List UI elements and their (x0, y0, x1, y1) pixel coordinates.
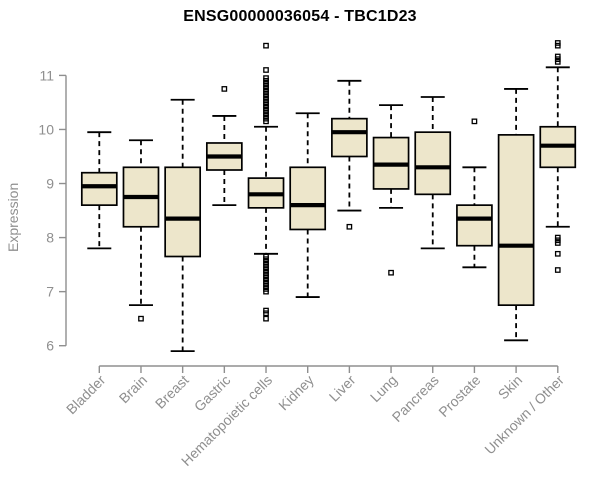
outlier-point (263, 310, 269, 317)
outlier-point (263, 67, 269, 73)
outlier-point (554, 250, 561, 257)
outlier-point (138, 315, 144, 322)
box-group-4 (247, 42, 285, 322)
y-tick-label: 11 (39, 67, 54, 83)
box-group-2 (164, 98, 202, 353)
y-tick-label: 6 (46, 338, 54, 354)
outlier-point (388, 269, 394, 276)
x-tick-label: Lung (367, 372, 400, 405)
outlier-point (263, 42, 269, 49)
chart-title: ENSG00000036054 - TBC1D23 (183, 8, 417, 25)
x-tick-label: Skin (495, 372, 526, 403)
y-tick-label: 10 (38, 121, 54, 137)
box-group-9 (456, 118, 493, 269)
outlier-point (471, 118, 478, 125)
outlier-point (221, 86, 228, 92)
box-group-10 (497, 88, 535, 342)
box-group-3 (205, 86, 243, 207)
outlier-point (346, 223, 353, 230)
outlier-point (554, 267, 561, 273)
outlier-point (554, 240, 561, 246)
box-group-6 (331, 79, 368, 230)
outlier-point (263, 118, 269, 125)
y-tick-label: 7 (46, 284, 54, 300)
outlier-point (263, 315, 269, 322)
box-group-8 (414, 96, 452, 250)
box-group-11 (539, 40, 577, 273)
x-tick-label: Breast (152, 372, 192, 412)
x-tick-label: Liver (326, 372, 359, 405)
box-group-5 (289, 112, 327, 298)
x-tick-label: Bladder (63, 372, 109, 418)
x-tick-label: Unknown / Other (481, 372, 567, 458)
box-group-1 (122, 139, 160, 322)
y-tick-label: 9 (46, 176, 54, 192)
outlier-point (263, 288, 269, 295)
x-tick-label: Prostate (435, 372, 483, 420)
box-group-0 (80, 131, 118, 250)
x-tick-label: Kidney (275, 372, 317, 414)
outlier-point (554, 59, 561, 65)
outlier-point (554, 42, 561, 49)
box-group-7 (372, 104, 410, 276)
y-tick-label: 8 (46, 230, 54, 246)
x-tick-label: Brain (116, 372, 150, 406)
y-axis: 6 7 8 9 10 11 (38, 67, 67, 354)
